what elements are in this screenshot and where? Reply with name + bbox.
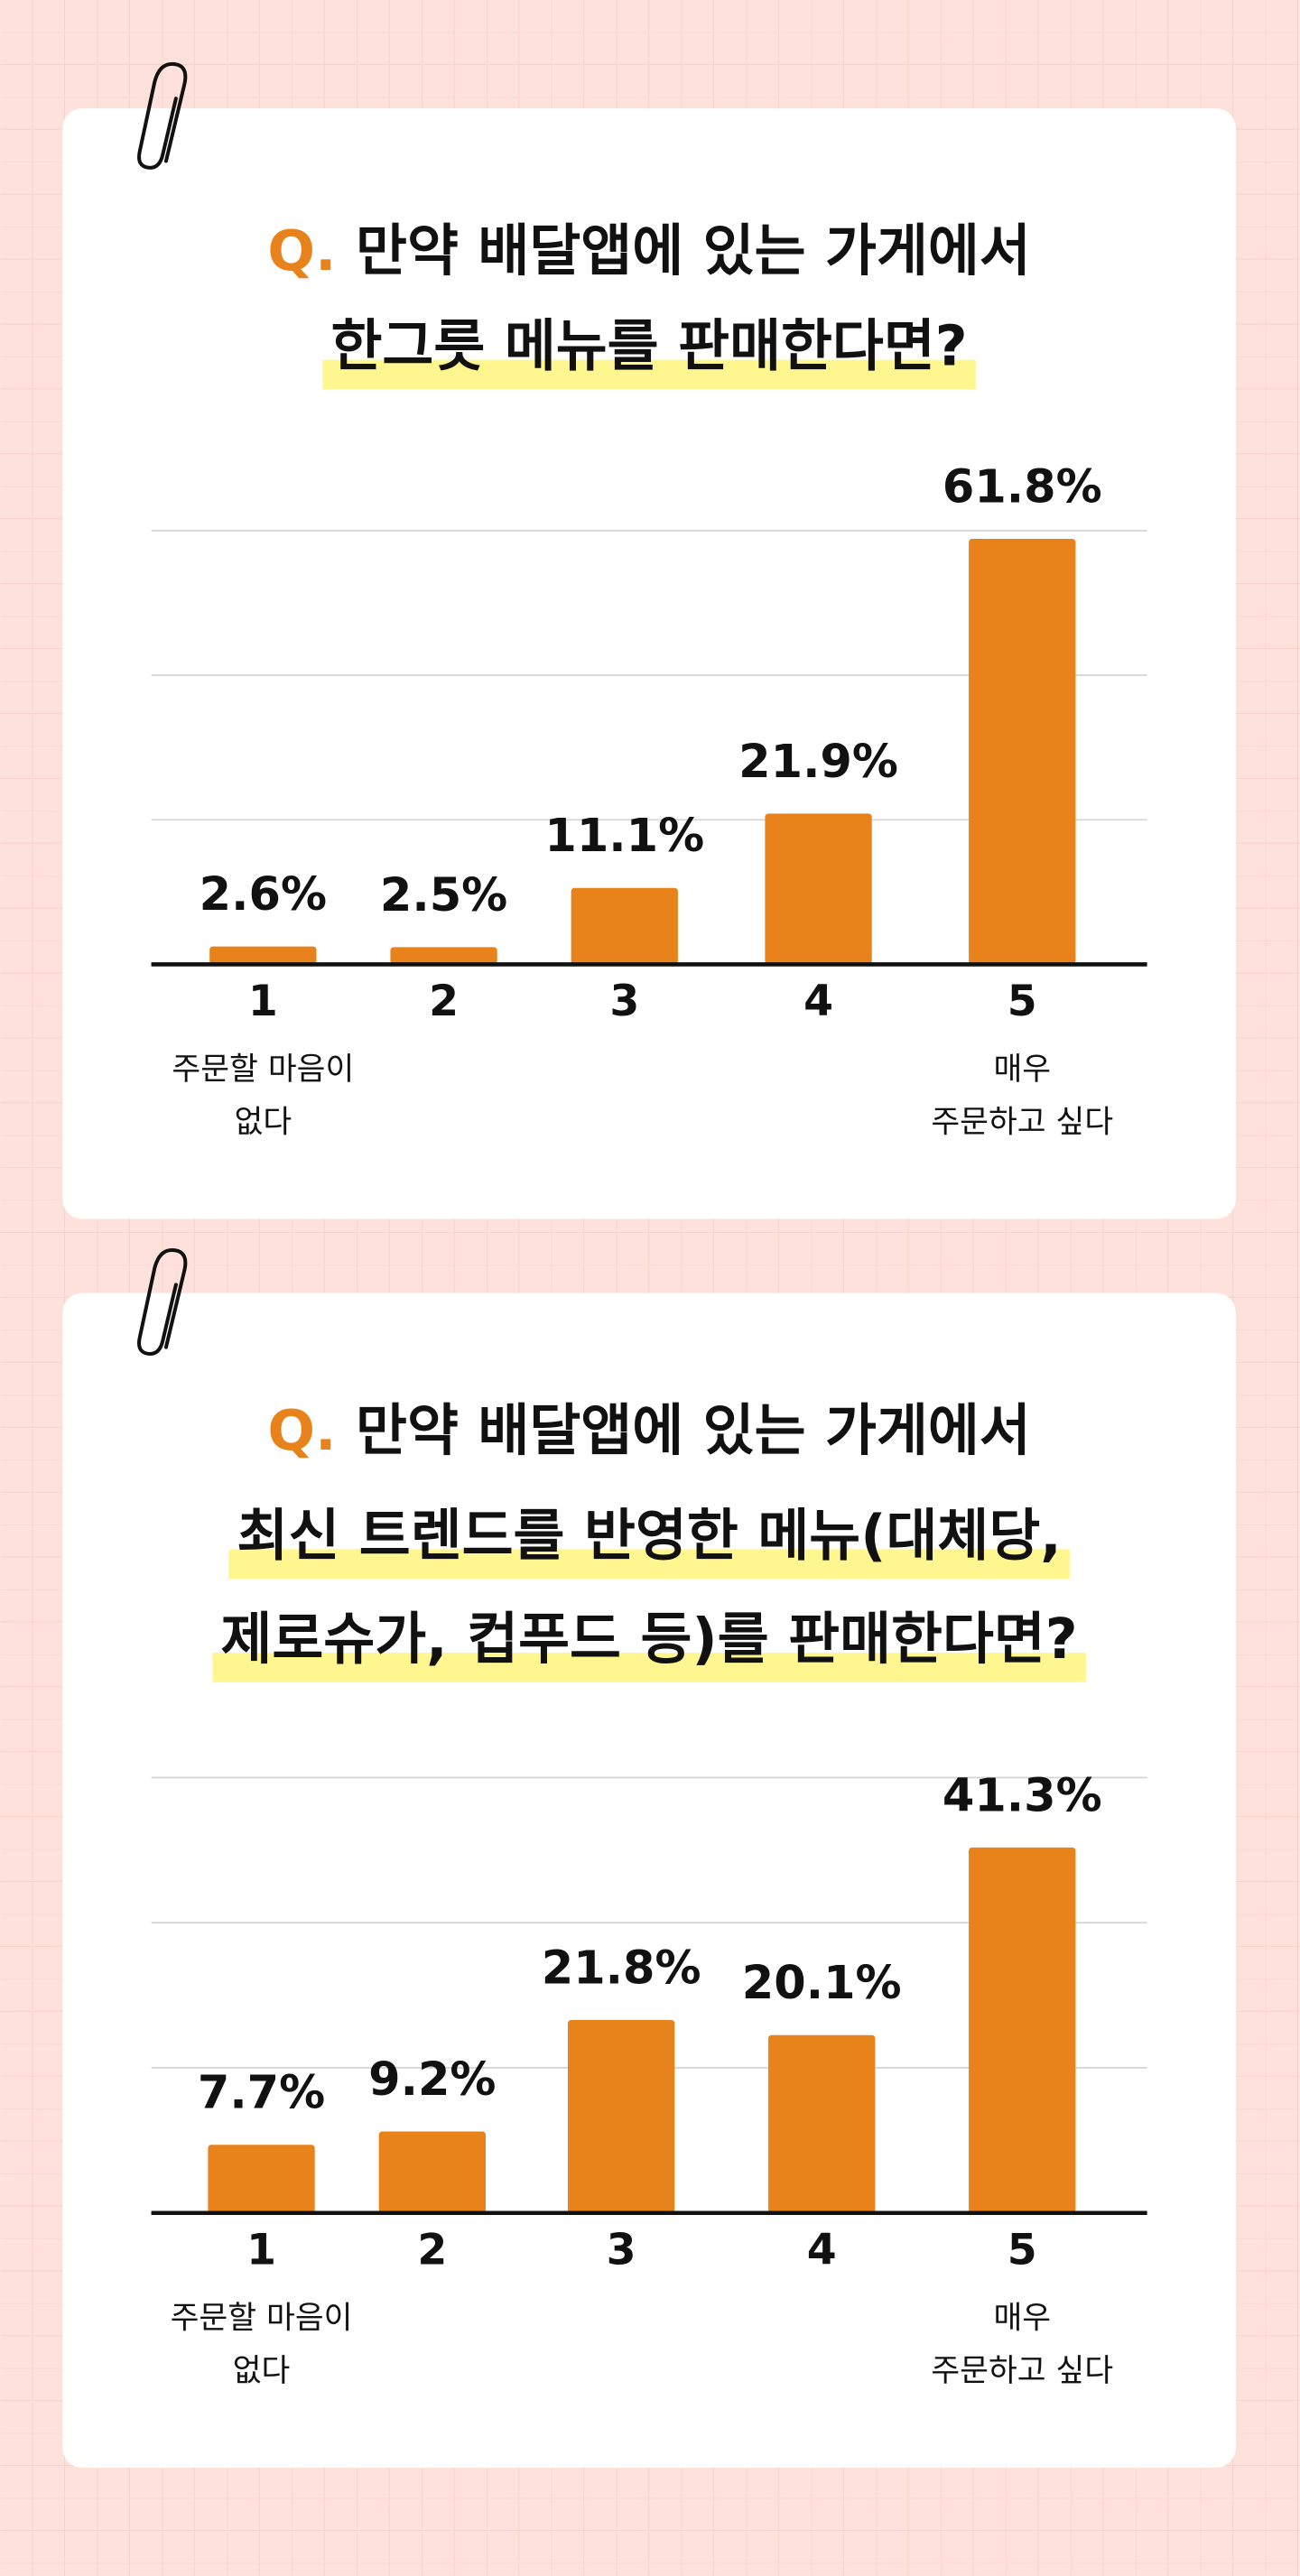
card <box>62 1293 1236 2468</box>
value-label: 20.1% <box>742 1957 902 2010</box>
value-label: 2.6% <box>200 868 327 922</box>
x-tick-label: 2 <box>417 2225 447 2275</box>
x-tick-label: 4 <box>807 2225 837 2275</box>
bar <box>390 947 497 965</box>
bar <box>765 813 872 965</box>
value-label: 11.1% <box>544 810 704 863</box>
paperclip <box>137 61 188 170</box>
highlight <box>322 359 976 390</box>
title-line: Q. 만약 배달앱에 있는 가게에서 <box>267 218 1030 283</box>
title-line: 최신 트렌드를 반영한 메뉴(대체당, <box>237 1504 1061 1569</box>
title-text: 최신 트렌드를 반영한 메뉴(대체당, <box>237 1504 1061 1569</box>
value-label: 7.7% <box>198 2067 325 2120</box>
bar <box>768 2034 876 2213</box>
title-prefix: Q. <box>267 1398 336 1463</box>
bar <box>209 946 317 965</box>
value-label: 9.2% <box>368 2053 496 2107</box>
category-note: 없다 <box>235 1104 292 1140</box>
category-note: 주문할 마음이 <box>172 1052 354 1088</box>
title-line: 제로슈가, 컵푸드 등)를 판매한다면? <box>220 1607 1077 1672</box>
highlight <box>212 1653 1086 1682</box>
x-tick-label: 3 <box>609 977 639 1026</box>
bar <box>567 2020 675 2213</box>
title-text: 만약 배달앱에 있는 가게에서 <box>356 1398 1031 1463</box>
category-note: 주문하고 싶다 <box>931 2353 1113 2389</box>
paperclip <box>137 1248 188 1356</box>
x-tick-label: 1 <box>246 2225 276 2275</box>
bar <box>969 1847 1076 2213</box>
value-label: 21.8% <box>542 1941 701 1995</box>
category-note: 주문할 마음이 <box>171 2301 353 2337</box>
x-tick-label: 4 <box>803 977 833 1026</box>
x-tick-label: 2 <box>429 977 459 1026</box>
category-note: 주문하고 싶다 <box>931 1104 1113 1140</box>
title-text: 한그릇 메뉴를 판매한다면? <box>331 314 968 379</box>
title-text: 만약 배달앱에 있는 가게에서 <box>356 218 1031 283</box>
value-label: 41.3% <box>942 1769 1102 1822</box>
title-text: 제로슈가, 컵푸드 등)를 판매한다면? <box>220 1607 1077 1672</box>
x-tick-label: 5 <box>1008 977 1037 1026</box>
title-line: 한그릇 메뉴를 판매한다면? <box>331 314 968 379</box>
bar <box>571 887 678 965</box>
category-note: 매우 <box>993 1052 1051 1088</box>
value-label: 61.8% <box>942 460 1102 514</box>
highlight <box>228 1549 1070 1580</box>
bar <box>378 2131 486 2213</box>
value-label: 21.9% <box>738 736 898 789</box>
x-tick-label: 1 <box>248 977 278 1026</box>
value-label: 2.5% <box>380 869 507 922</box>
title-prefix: Q. <box>267 218 336 283</box>
bar <box>969 539 1076 965</box>
bar <box>208 2145 315 2213</box>
title-line: Q. 만약 배달앱에 있는 가게에서 <box>267 1398 1030 1463</box>
x-tick-label: 3 <box>607 2225 636 2275</box>
x-tick-label: 5 <box>1008 2225 1037 2275</box>
category-note: 매우 <box>993 2301 1051 2337</box>
category-note: 없다 <box>233 2353 291 2389</box>
